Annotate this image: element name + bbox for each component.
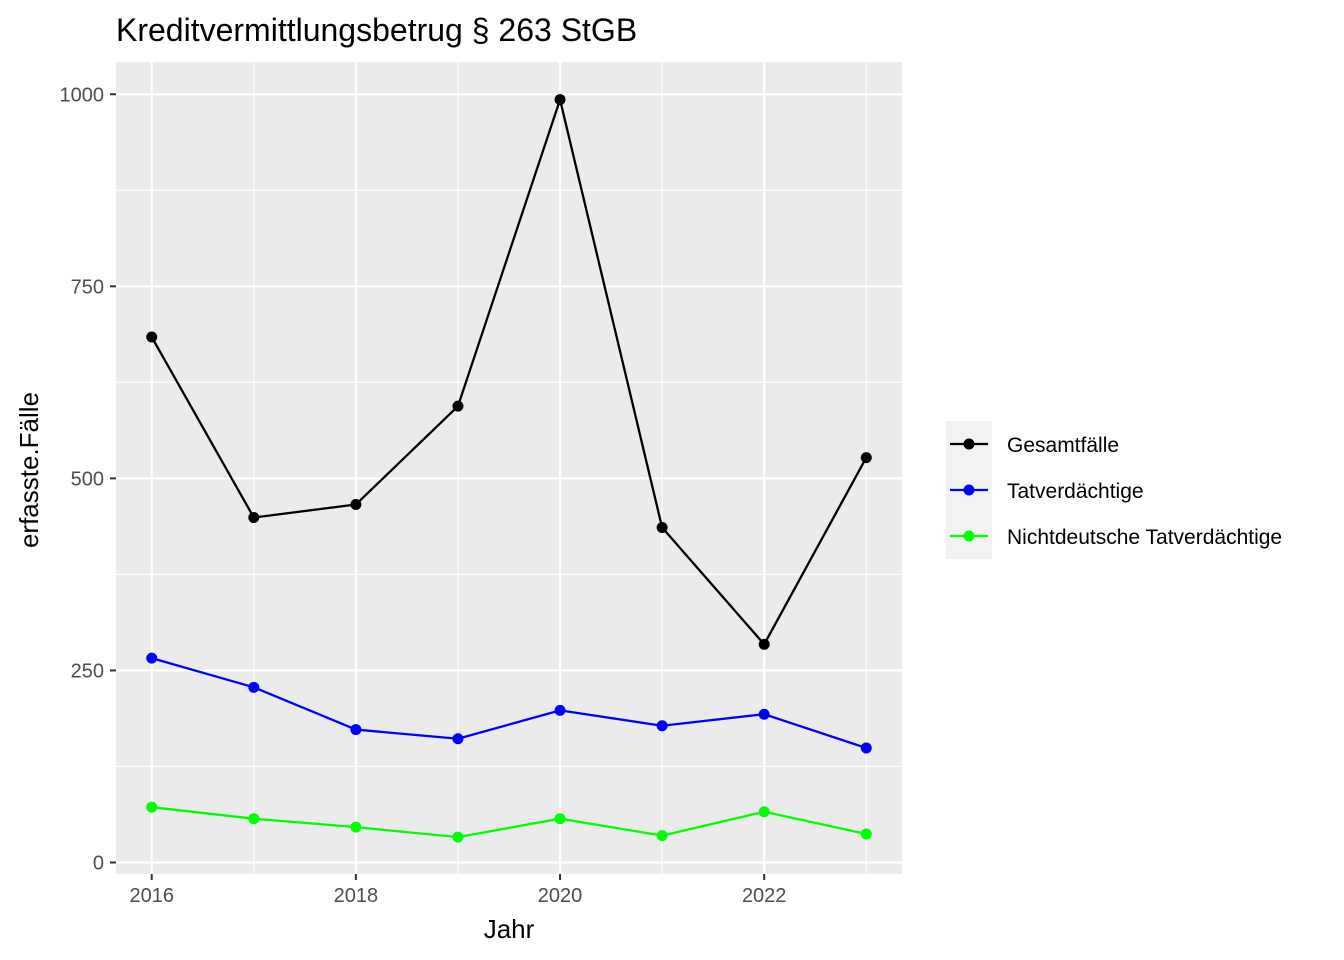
legend-label: Tatverdächtige xyxy=(1007,480,1144,503)
legend-key-point xyxy=(963,530,975,542)
x-tick-label: 2020 xyxy=(538,885,583,907)
x-tick-label: 2018 xyxy=(334,885,379,907)
data-point xyxy=(248,813,260,825)
y-tick-label: 1000 xyxy=(60,84,105,106)
legend-label: Gesamtfälle xyxy=(1007,434,1119,457)
data-point xyxy=(452,400,464,412)
data-point xyxy=(146,801,158,813)
data-point xyxy=(860,828,872,840)
major-gridlines xyxy=(116,62,902,874)
series-line-1 xyxy=(150,98,868,646)
data-point xyxy=(656,720,668,732)
data-point xyxy=(554,94,566,106)
data-point xyxy=(656,830,668,842)
legend-key-point xyxy=(963,484,975,496)
data-point xyxy=(554,704,566,716)
data-point xyxy=(656,522,668,534)
data-point xyxy=(350,498,362,510)
data-point xyxy=(248,512,260,524)
data-point xyxy=(248,681,260,693)
data-point xyxy=(146,652,158,664)
y-tick-label: 0 xyxy=(93,852,104,874)
y-tick-label: 500 xyxy=(71,468,104,490)
x-tick-label: 2022 xyxy=(742,885,787,907)
minor-gridlines xyxy=(116,62,902,874)
y-axis-title: erfasste.Fälle xyxy=(14,392,44,548)
series-line-3 xyxy=(151,806,867,839)
data-point xyxy=(758,638,770,650)
data-point xyxy=(860,742,872,754)
data-point xyxy=(350,821,362,833)
chart-title: Kreditvermittlungsbetrug § 263 StGB xyxy=(116,12,637,48)
y-axis: 0 250 500 750 1000 xyxy=(60,84,116,874)
series-layer xyxy=(146,94,872,843)
legend-key-point xyxy=(963,438,975,450)
x-axis: 2016 2018 2020 2022 xyxy=(129,874,786,907)
series-line-2 xyxy=(151,657,867,750)
data-point xyxy=(758,708,770,720)
y-tick-label: 750 xyxy=(71,276,104,298)
legend: Gesamtfälle Tatverdächtige Nichtdeutsche T… xyxy=(946,421,1282,559)
data-point xyxy=(146,331,158,343)
data-point xyxy=(452,831,464,843)
data-point xyxy=(350,724,362,736)
data-point xyxy=(452,733,464,745)
plot-panel xyxy=(116,62,902,874)
legend-label: Nichtdeutsche Tatverdächtige xyxy=(1007,526,1282,549)
data-point xyxy=(860,452,872,464)
y-tick-label: 250 xyxy=(71,660,104,682)
data-point xyxy=(758,806,770,818)
x-tick-label: 2016 xyxy=(129,885,174,907)
data-point xyxy=(554,813,566,825)
x-axis-title: Jahr xyxy=(484,914,535,944)
